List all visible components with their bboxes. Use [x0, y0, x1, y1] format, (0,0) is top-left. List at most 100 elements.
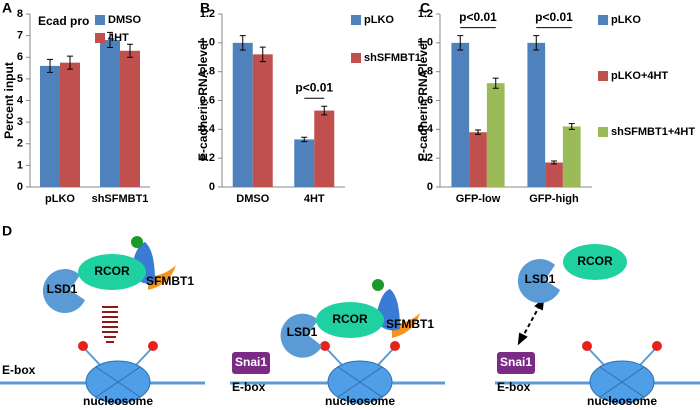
legend-label: DMSO	[108, 14, 141, 26]
y-tick-label: 5	[17, 73, 23, 85]
snai1-shape	[497, 352, 535, 374]
error-bar	[533, 35, 540, 51]
ligand	[131, 236, 143, 248]
x-tick-label: DMSO	[236, 193, 269, 205]
bar	[294, 139, 315, 187]
legend-label: shSFMBT1	[364, 52, 421, 64]
legend-swatch	[95, 15, 105, 25]
nucleosome-label: nucleosome	[325, 394, 395, 408]
y-tick-label: 7	[17, 30, 23, 42]
bar	[100, 39, 120, 188]
annotation: p<0.01	[295, 80, 333, 94]
sfmbt1-label: SFMBT1	[386, 317, 434, 331]
mark	[390, 341, 400, 351]
mark	[78, 341, 88, 351]
tail	[135, 347, 153, 366]
bar	[40, 65, 60, 187]
rcor-label: RCOR	[577, 254, 613, 268]
bar	[252, 54, 273, 187]
y-tick-label: 0	[427, 181, 433, 193]
y-tick-label: 1.0	[418, 37, 433, 49]
ligand	[372, 279, 384, 291]
legend-swatch	[598, 127, 608, 137]
y-axis-label: E-cadherin RNA level	[196, 40, 210, 161]
tail	[377, 347, 395, 366]
ebox-label: E-box	[497, 380, 531, 394]
mark	[582, 341, 592, 351]
error-bar	[239, 35, 246, 51]
annotation: p<0.01	[535, 10, 573, 24]
bar	[451, 42, 470, 188]
y-tick-label: 0	[209, 181, 215, 193]
y-tick-label: 2	[17, 138, 23, 150]
legend-label: 4HT	[108, 32, 129, 44]
legend-label: pLKO+4HT	[611, 70, 668, 82]
lsd1-shape	[280, 313, 322, 358]
lsd1-label: LSD1	[47, 282, 78, 296]
x-tick-label: GFP-low	[456, 193, 501, 205]
error-bar	[475, 129, 481, 135]
error-bar	[551, 160, 557, 165]
legend-label: shSFMBT1+4HT	[611, 126, 695, 138]
y-tick-label: 0.2	[200, 152, 215, 164]
snai1-label: Snai1	[235, 355, 267, 369]
panel-label: A	[2, 0, 12, 16]
bar	[545, 162, 563, 187]
rcor-shape	[78, 254, 146, 290]
ebox-label: E-box	[232, 380, 266, 394]
y-tick-label: 0	[17, 181, 23, 193]
y-tick-label: 0.6	[200, 94, 215, 106]
bar	[314, 110, 335, 187]
y-tick-label: 0.8	[418, 66, 433, 78]
y-tick-label: 0.8	[200, 66, 215, 78]
cross	[95, 366, 141, 398]
y-tick-label: 3	[17, 116, 23, 128]
interaction-arrow	[517, 297, 545, 346]
legend-label: pLKO	[611, 14, 641, 26]
error-bar	[67, 55, 73, 70]
error-bar	[127, 43, 133, 58]
nucleosome-label: nucleosome	[83, 394, 153, 408]
error-bar	[301, 136, 308, 143]
error-bar	[259, 46, 266, 63]
panel-label: D	[2, 223, 12, 239]
error-bar	[321, 105, 328, 116]
y-tick-label: 6	[17, 51, 23, 63]
tail	[325, 347, 343, 366]
y-tick-label: 1.2	[418, 8, 433, 20]
mark	[320, 341, 330, 351]
repression-arrow	[102, 306, 118, 343]
cross	[599, 366, 645, 398]
sfmbt1-label: SFMBT1	[146, 274, 194, 288]
rcor-label: RCOR	[94, 264, 130, 278]
diagram: nucleosome E-box RCOR LSD1 SFMBT1 nucleo…	[0, 236, 700, 408]
legend-swatch	[351, 15, 361, 25]
error-bar	[457, 35, 464, 51]
y-tick-label: 8	[17, 8, 23, 20]
cross	[337, 366, 383, 398]
legend-swatch	[598, 71, 608, 81]
panel-label: B	[200, 0, 210, 16]
tail	[587, 347, 605, 366]
annotation: p<0.01	[459, 10, 497, 24]
panel-label: C	[420, 0, 430, 16]
bar	[60, 62, 80, 187]
lsd1-label: LSD1	[525, 272, 556, 286]
y-tick-label: 0.4	[418, 123, 434, 135]
tail	[83, 347, 101, 366]
y-tick-label: 1.2	[200, 8, 215, 20]
y-axis-label: E-cadherin RNA level	[416, 40, 430, 161]
mark	[652, 341, 662, 351]
error-bar	[492, 77, 499, 89]
error-bar	[47, 58, 53, 73]
x-tick-label: shSFMBT1	[92, 193, 149, 205]
rcor-label: RCOR	[332, 312, 368, 326]
y-tick-label: 0.6	[418, 94, 433, 106]
tail	[639, 347, 657, 366]
y-tick-label: 0.2	[418, 152, 433, 164]
x-tick-label: pLKO	[45, 193, 75, 205]
legend-swatch	[351, 53, 361, 63]
legend-swatch	[598, 15, 608, 25]
legend-swatch	[95, 33, 105, 43]
